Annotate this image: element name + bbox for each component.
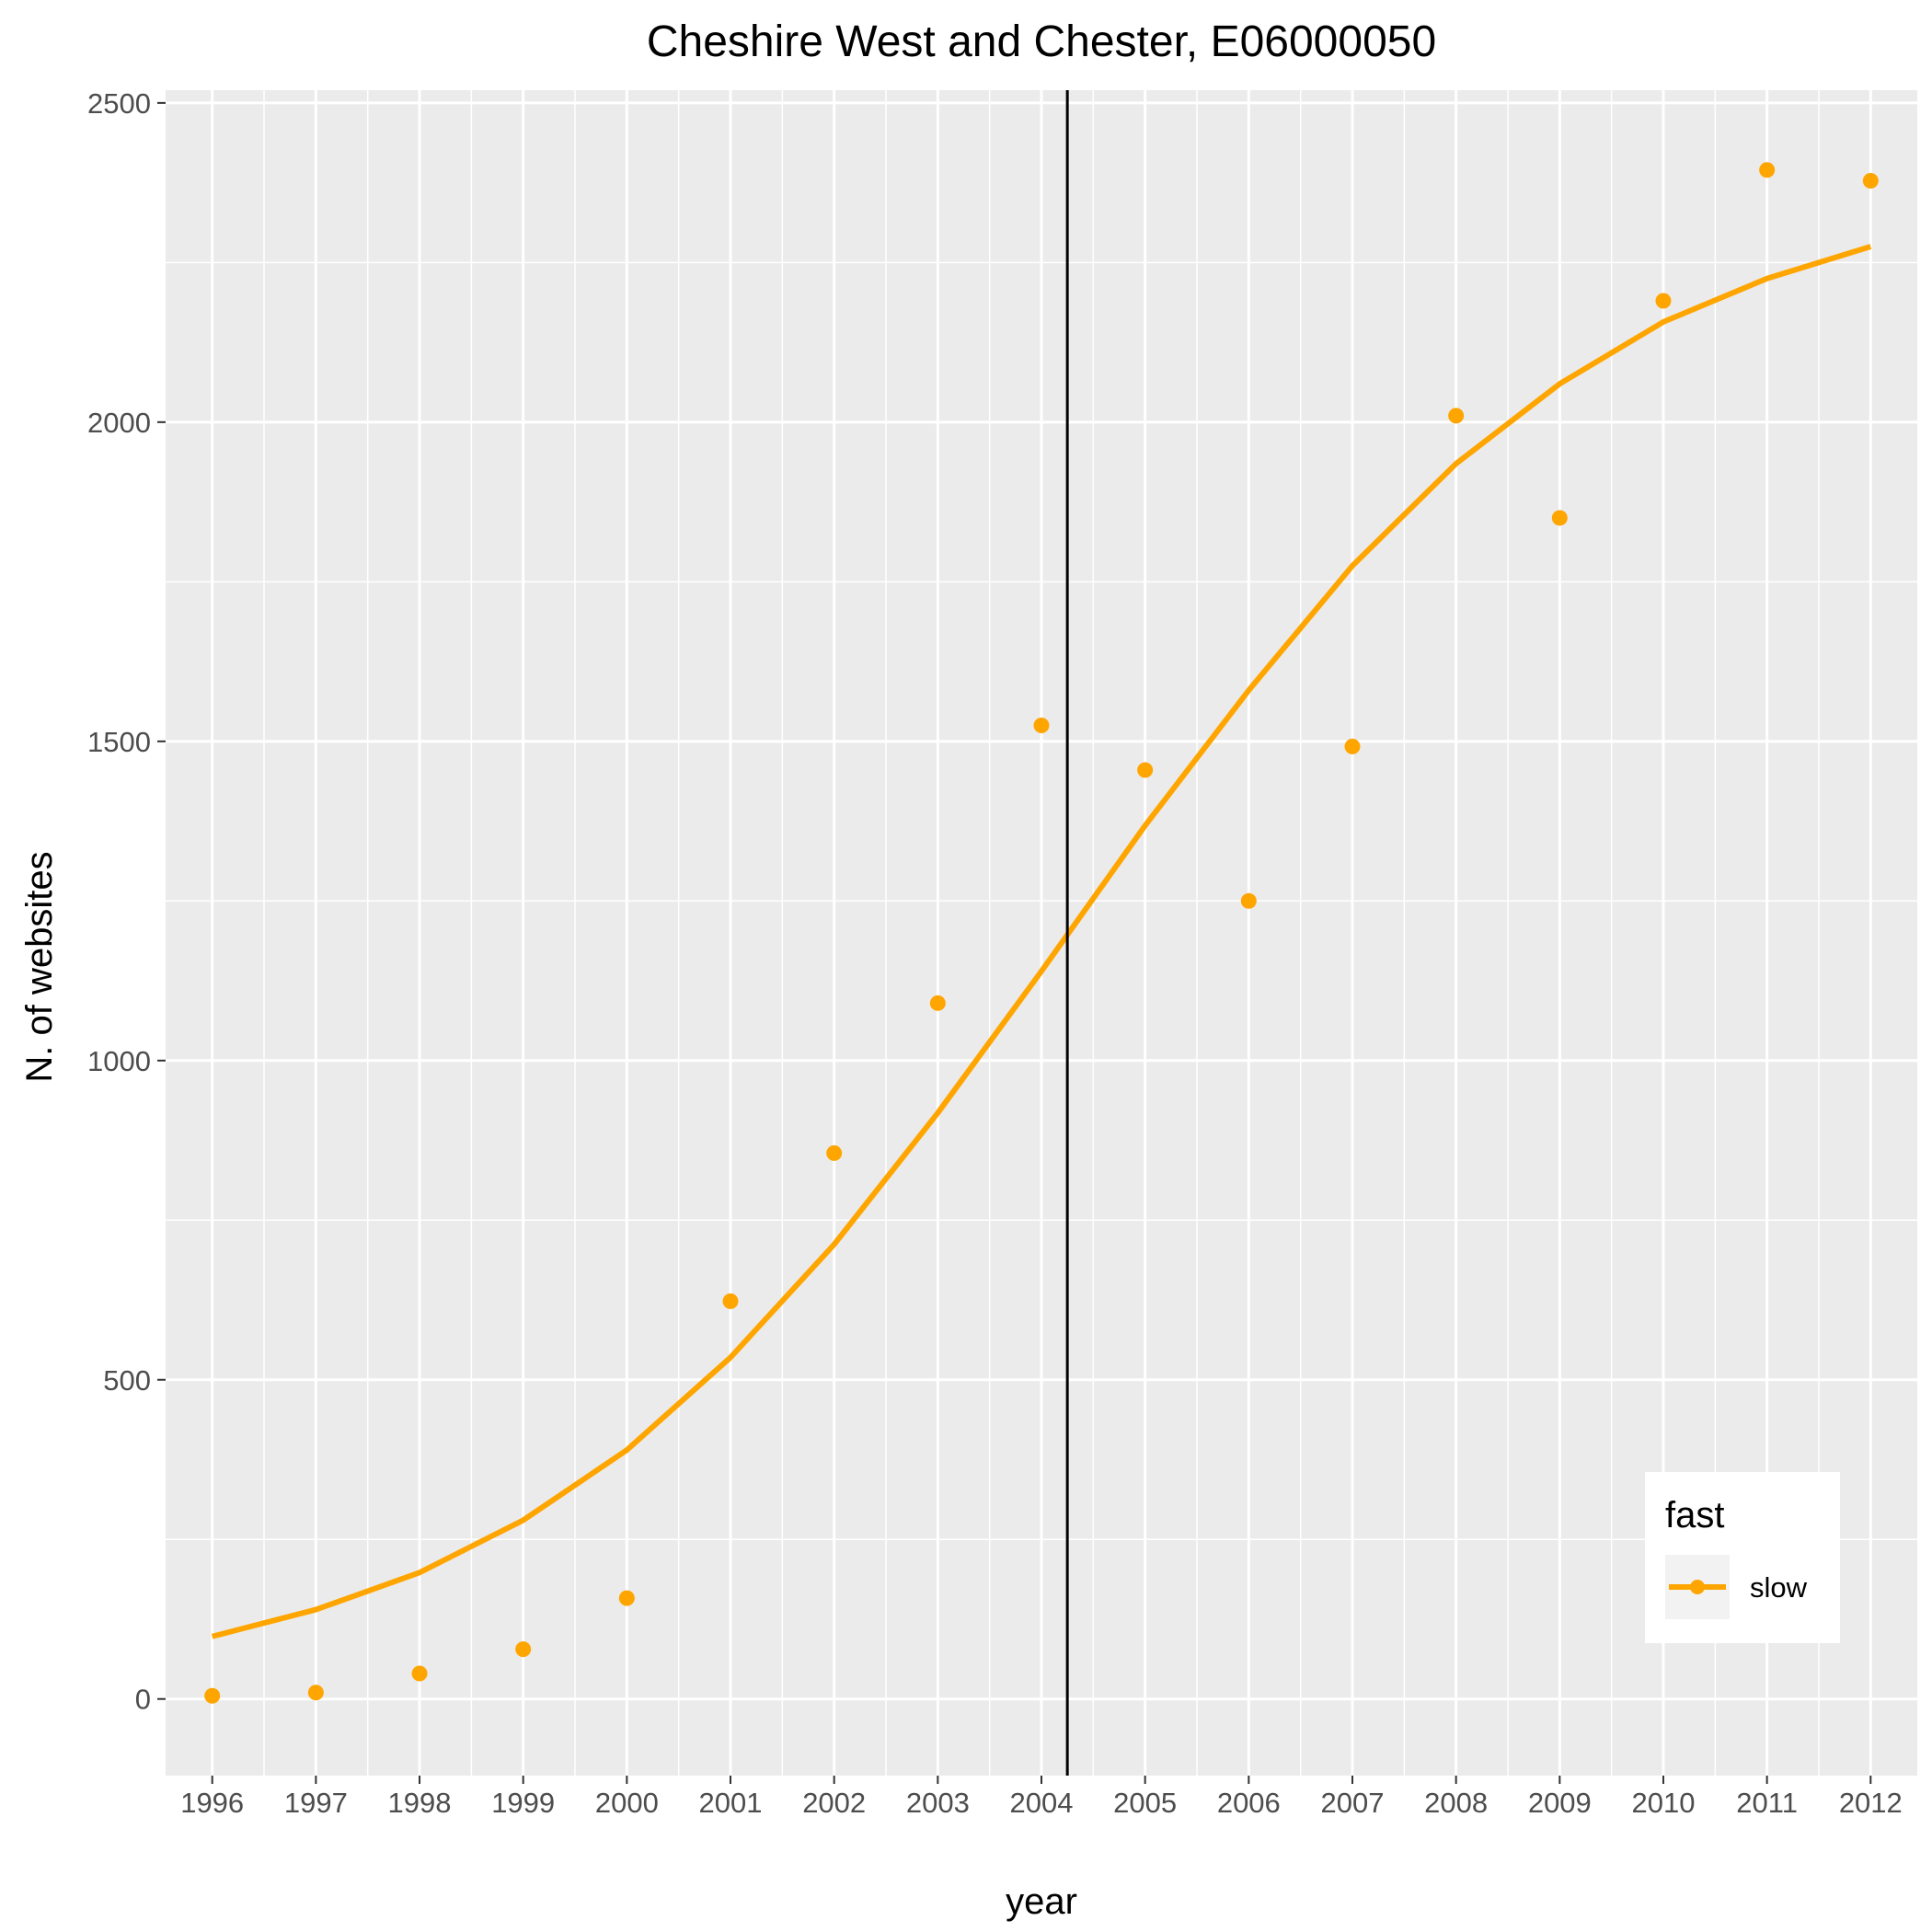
trend-lines [211, 244, 1872, 1639]
x-tick-label: 2003 [906, 1787, 970, 1819]
data-point [929, 995, 946, 1011]
data-point [1655, 293, 1672, 309]
data-point [204, 1687, 221, 1704]
data-point [1033, 717, 1050, 733]
y-axis-title: N. of websites [19, 851, 60, 1082]
x-tick-label: 1996 [180, 1787, 244, 1819]
y-tick-label: 500 [103, 1364, 151, 1397]
y-tick-label: 1500 [87, 726, 151, 758]
data-point [1551, 510, 1568, 526]
data-point [307, 1685, 324, 1701]
x-axis-title: year [1006, 1881, 1077, 1922]
data-points [204, 162, 1879, 1704]
chart-title: Cheshire West and Chester, E06000050 [647, 17, 1436, 66]
x-tick-label: 2002 [802, 1787, 866, 1819]
trend-line-slow [211, 244, 1872, 1639]
data-point [515, 1641, 532, 1658]
data-point [1759, 162, 1776, 178]
x-tick-label: 2011 [1736, 1787, 1798, 1819]
data-point [618, 1590, 635, 1606]
data-point [1448, 408, 1465, 424]
y-tick-label: 0 [135, 1684, 151, 1716]
x-tick-label: 1999 [491, 1787, 555, 1819]
y-tick-label: 2000 [87, 407, 151, 439]
x-tick-label: 1998 [388, 1787, 452, 1819]
data-point [826, 1144, 843, 1161]
legend: fast slow [1645, 1472, 1840, 1643]
data-point [722, 1293, 739, 1309]
y-axis: 0 500 1000 1500 2000 2500 [87, 87, 166, 1716]
x-tick-label: 2012 [1839, 1787, 1903, 1819]
x-tick-label: 2001 [699, 1787, 763, 1819]
data-point [411, 1665, 428, 1682]
x-tick-label: 2004 [1010, 1787, 1074, 1819]
x-tick-label: 1997 [284, 1787, 348, 1819]
y-tick-label: 2500 [87, 87, 151, 120]
legend-title: fast [1665, 1495, 1724, 1535]
x-tick-label: 2000 [595, 1787, 659, 1819]
x-tick-label: 2006 [1217, 1787, 1281, 1819]
data-point [1862, 173, 1879, 190]
x-tick-label: 2010 [1631, 1787, 1695, 1819]
data-point [1344, 738, 1361, 754]
x-tick-label: 2009 [1528, 1787, 1592, 1819]
x-tick-label: 2005 [1113, 1787, 1177, 1819]
data-point [1137, 762, 1154, 778]
data-point [1240, 892, 1257, 909]
x-tick-label: 2008 [1424, 1787, 1488, 1819]
x-axis: 1996 1997 1998 1999 2000 2001 2002 2003 2004 2005… [180, 1776, 1903, 1819]
x-tick-label: 2007 [1321, 1787, 1385, 1819]
y-tick-label: 1000 [87, 1045, 151, 1077]
legend-label-slow: slow [1750, 1571, 1808, 1604]
legend-key-point [1690, 1580, 1705, 1594]
